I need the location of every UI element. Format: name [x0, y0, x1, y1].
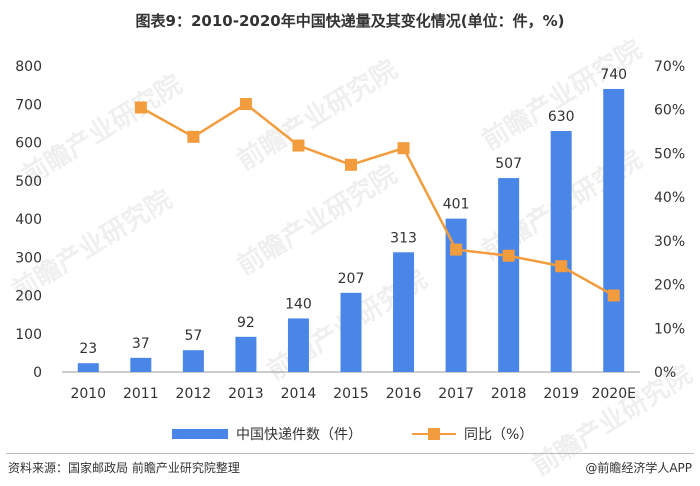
combo-chart: 0 100 200 300 400 500 600 700 800 0% 10% 20% 30% 40% 5… — [15, 59, 685, 402]
y-right-tick-label: 60% — [654, 103, 685, 119]
legend-line-swatch — [412, 428, 456, 440]
growth-marker — [555, 260, 568, 273]
x-tick-label: 2016 — [386, 386, 422, 402]
x-tick-label: 2017 — [438, 386, 474, 402]
chart-title: 图表9：2010-2020年中国快递量及其变化情况(单位：件，%) — [135, 12, 565, 30]
y-right-tick-label: 20% — [654, 278, 685, 294]
growth-marker — [397, 142, 410, 155]
bar — [550, 131, 572, 372]
growth-marker — [502, 249, 515, 262]
y-right-tick-label: 50% — [654, 146, 685, 162]
x-tick-label: 2013 — [228, 386, 264, 402]
legend-item-bars: 中国快递件数（件） — [172, 424, 362, 444]
y-right-tick-label: 0% — [654, 365, 676, 381]
bar — [445, 218, 467, 372]
y-left-tick-label: 800 — [15, 59, 42, 75]
bar-value-label: 740 — [600, 67, 627, 83]
y-right-tick-label: 30% — [654, 234, 685, 250]
y-left-tick-label: 0 — [33, 365, 42, 381]
bar — [340, 292, 362, 372]
bar — [182, 350, 204, 372]
growth-marker — [607, 289, 620, 302]
bar-value-label: 140 — [285, 296, 312, 312]
bar-value-label: 507 — [495, 156, 522, 172]
y-right-tick-label: 70% — [654, 59, 685, 75]
legend-line-label: 同比（%） — [464, 427, 534, 443]
legend-bar-label: 中国快递件数（件） — [236, 427, 362, 443]
legend-item-line: 同比（%） — [412, 424, 533, 444]
growth-marker — [134, 101, 147, 114]
bar-value-label: 313 — [390, 230, 417, 246]
footer-divider — [6, 453, 694, 454]
y-left-tick-label: 100 — [15, 327, 42, 343]
bar — [393, 252, 415, 372]
x-tick-label: 2018 — [491, 386, 527, 402]
x-tick-label: 2015 — [333, 386, 369, 402]
bar-value-label: 57 — [184, 328, 202, 344]
bar-value-label: 37 — [132, 336, 150, 352]
y-left-tick-label: 400 — [15, 212, 42, 228]
brand-credit: @前瞻经济学人APP — [585, 461, 692, 475]
x-tick-label: 2019 — [543, 386, 579, 402]
bar — [77, 363, 99, 372]
bar — [235, 336, 257, 372]
bar-value-label: 23 — [79, 341, 97, 357]
bar — [603, 88, 625, 372]
legend-bar-swatch — [172, 429, 228, 439]
growth-marker — [292, 139, 305, 152]
x-tick-label: 2012 — [176, 386, 212, 402]
bar-value-label: 630 — [548, 109, 575, 125]
growth-marker — [239, 98, 252, 111]
growth-marker — [187, 130, 200, 143]
source-note: 资料来源：国家邮政局 前瞻产业研究院整理 — [8, 461, 240, 475]
y-left-tick-label: 500 — [15, 174, 42, 190]
chart-legend: 中国快递件数（件） 同比（%） — [0, 424, 700, 444]
bar-value-label: 207 — [338, 271, 365, 287]
x-tick-label: 2011 — [123, 386, 159, 402]
y-left-tick-label: 300 — [15, 250, 42, 266]
y-right-tick-label: 40% — [654, 190, 685, 206]
x-tick-label: 2014 — [281, 386, 317, 402]
bar — [130, 357, 152, 372]
bar-value-label: 401 — [443, 197, 470, 213]
y-left-tick-label: 200 — [15, 289, 42, 305]
x-tick-label: 2010 — [70, 386, 106, 402]
y-left-tick-label: 600 — [15, 136, 42, 152]
growth-marker — [345, 158, 357, 171]
y-left-tick-label: 700 — [15, 97, 42, 113]
growth-line — [140, 102, 615, 297]
bar — [498, 178, 520, 372]
x-tick-label: 2020E — [591, 386, 635, 402]
bar-value-label: 92 — [237, 315, 255, 331]
growth-marker — [450, 243, 463, 256]
y-right-tick-label: 10% — [654, 321, 685, 337]
bar — [287, 318, 309, 372]
